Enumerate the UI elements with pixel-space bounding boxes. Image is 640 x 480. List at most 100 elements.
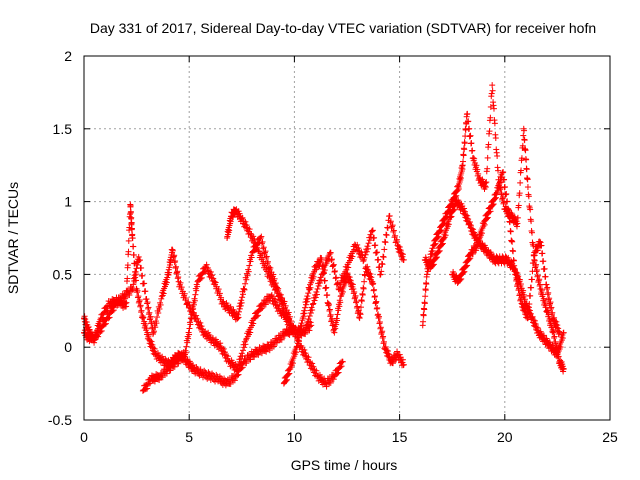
data-point-interp: [166, 269, 173, 276]
data-point-interp: [155, 310, 162, 317]
data-point-interp: [147, 337, 154, 344]
data-point-interp: [239, 352, 246, 359]
data-point-interp: [390, 228, 397, 235]
data-point-interp: [263, 253, 270, 260]
data-point-interp: [526, 301, 533, 308]
data-point-interp: [396, 243, 403, 250]
data-point-interp: [265, 268, 272, 275]
data-point-interp: [182, 349, 189, 356]
data-point-interp: [529, 276, 536, 283]
data-point-interp: [110, 307, 117, 314]
data-point-interp: [328, 256, 335, 263]
data-point-interp: [251, 354, 258, 361]
data-point-interp: [144, 299, 151, 306]
data-point-interp: [484, 154, 491, 161]
data-point: [289, 322, 296, 329]
data-point-interp: [557, 344, 564, 351]
data-point-interp: [539, 250, 546, 257]
data-point-interp: [382, 343, 389, 350]
data-point-interp: [525, 193, 532, 200]
data-point-interp: [174, 268, 181, 275]
data-point-interp: [399, 356, 406, 363]
data-point-interp: [148, 338, 155, 345]
data-point-interp: [102, 320, 109, 327]
data-point-interp: [309, 307, 316, 314]
data-point-interp: [239, 364, 246, 371]
data-point-interp: [226, 227, 233, 234]
data-point-interp: [506, 219, 513, 226]
data-point-interp: [169, 247, 176, 254]
data-point-interp: [245, 268, 252, 275]
data-point-interp: [521, 137, 528, 144]
data-point-interp: [362, 251, 369, 258]
data-point-interp: [259, 254, 266, 261]
data-point-interp: [298, 325, 305, 332]
data-point-interp: [144, 385, 151, 392]
data-point-interp: [249, 353, 256, 360]
data-point-interp: [318, 276, 325, 283]
data-point: [306, 358, 313, 365]
data-point-interp: [369, 227, 376, 234]
x-tick-labels: 0 5 10 15 20 25: [80, 429, 618, 445]
data-point-interp: [389, 222, 396, 229]
data-point-interp: [500, 169, 507, 176]
y-tick-label: 1: [64, 194, 72, 210]
data-point-interp: [305, 290, 312, 297]
data-point-interp: [198, 274, 205, 281]
data-point-interp: [279, 295, 286, 302]
data-point-interp: [529, 313, 536, 320]
data-point-interp: [203, 261, 210, 268]
data-point-interp: [82, 316, 89, 323]
data-point-interp: [423, 281, 430, 288]
data-point-interp: [140, 314, 147, 321]
data-point-interp: [467, 222, 474, 229]
data-point-interp: [145, 331, 152, 338]
data-point-interp: [302, 327, 309, 334]
data-point-interp: [519, 301, 526, 308]
data-point-interp: [390, 227, 397, 234]
data-point-interp: [358, 298, 365, 305]
data-point-interp: [547, 299, 554, 306]
data-point-interp: [171, 363, 178, 370]
data-point-interp: [462, 126, 469, 133]
data-point-interp: [378, 268, 385, 275]
data-point-interp: [142, 288, 149, 295]
data-point-interp: [163, 370, 170, 377]
data-point-interp: [301, 310, 308, 317]
data-point: [514, 220, 521, 227]
data-point-interp: [536, 276, 543, 283]
data-point: [556, 329, 563, 336]
data-point-interp: [484, 165, 491, 172]
data-point-interp: [224, 353, 231, 360]
data-point-interp: [152, 324, 159, 331]
data-point-interp: [373, 298, 380, 305]
data-point: [257, 235, 264, 241]
data-point: [331, 329, 338, 336]
data-point-interp: [542, 273, 549, 280]
data-point-interp: [474, 166, 481, 173]
data-point-interp: [485, 141, 492, 148]
data-point-interp: [189, 309, 196, 316]
data-point-interp: [209, 272, 216, 279]
data-point-interp: [250, 320, 257, 327]
data-point-interp: [352, 292, 359, 299]
data-point-interp: [383, 232, 390, 239]
data-point-interp: [193, 287, 200, 294]
data-point-interp: [540, 258, 547, 265]
data-point-interp: [393, 238, 400, 245]
data-point-interp: [519, 142, 526, 149]
data-point-interp: [515, 285, 522, 292]
data-point-interp: [186, 302, 193, 309]
data-point-interp: [335, 307, 342, 314]
data-point-interp: [273, 284, 280, 291]
data-point-interp: [251, 237, 258, 244]
data-point-interp: [124, 262, 131, 269]
data-point-interp: [288, 318, 295, 325]
data-point-interp: [351, 288, 358, 295]
data-point-interp: [187, 321, 194, 328]
data-point-interp: [139, 272, 146, 279]
data-point-interp: [445, 221, 452, 228]
data-point: [400, 256, 407, 263]
data-point-interp: [515, 202, 522, 209]
data-point-interp: [147, 380, 154, 387]
